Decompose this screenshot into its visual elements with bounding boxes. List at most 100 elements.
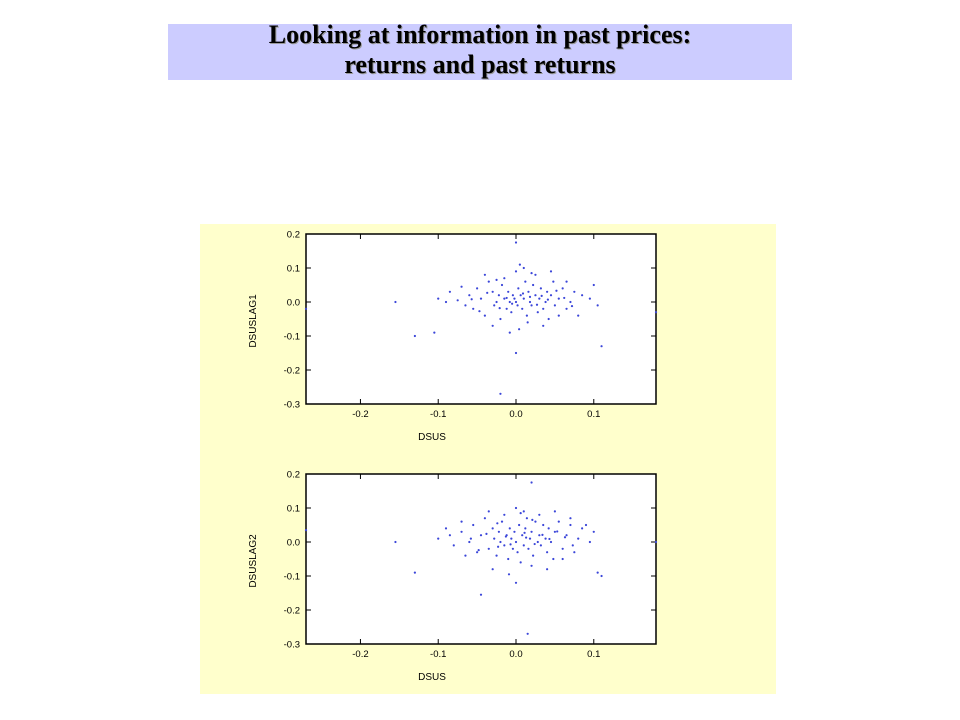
- scatter-point: [539, 544, 542, 547]
- scatter-point: [487, 547, 490, 550]
- scatter-point: [584, 523, 588, 527]
- scatter-point: [553, 510, 556, 513]
- scatter-point: [553, 530, 556, 533]
- scatter-point: [569, 523, 572, 527]
- scatter-point: [514, 506, 518, 510]
- plot-frame: [305, 233, 657, 405]
- scatter-point: [497, 530, 500, 533]
- slide-title-line-2: returns and past returns: [344, 50, 616, 79]
- scatter-point: [565, 307, 568, 310]
- x-axis-label: DSUS: [418, 432, 446, 443]
- scatter-point: [500, 283, 504, 287]
- scatter-point: [600, 345, 603, 348]
- scatter-point: [544, 300, 547, 304]
- scatter-point: [519, 561, 522, 564]
- scatter-point: [547, 527, 550, 530]
- y-tick-label: -0.2: [284, 366, 300, 377]
- scatter-point: [491, 324, 494, 327]
- scatter-charts: 0.2 0.1 0.0 -0.1 -0.2 -0.3 -0.2 -0.1 0.0 0.1 DSUS D…: [248, 230, 658, 683]
- scatter-point: [514, 300, 518, 304]
- scatter-point: [514, 351, 518, 355]
- scatter-point: [549, 270, 553, 273]
- plot-frame: [305, 473, 657, 645]
- scatter-point: [531, 518, 534, 521]
- x-tick-label: -0.2: [352, 409, 368, 420]
- scatter-point: [444, 300, 448, 304]
- scatter-point: [569, 300, 572, 304]
- scatter-point: [518, 523, 521, 527]
- scatter-point: [472, 523, 475, 527]
- scatter-point: [538, 513, 541, 516]
- scatter-point: [536, 311, 539, 314]
- scatter-point: [444, 527, 448, 530]
- scatter-point: [511, 302, 514, 305]
- scatter-point: [528, 300, 532, 304]
- scatter-point: [456, 299, 459, 302]
- scatter-point: [530, 564, 533, 567]
- y-axis-label: DSUSLAG1: [248, 294, 259, 348]
- scatter-point: [544, 537, 547, 540]
- scatter-point: [469, 537, 472, 540]
- scatter-point: [561, 547, 564, 550]
- scatter-point: [508, 331, 511, 334]
- scatter-point: [514, 581, 518, 584]
- scatter-point: [542, 307, 545, 310]
- y-tick-label: 0.0: [287, 538, 300, 549]
- scatter-point: [548, 537, 551, 541]
- scatter-point: [483, 273, 486, 276]
- scatter-point: [518, 328, 521, 331]
- scatter-point: [514, 241, 518, 244]
- scatter-point: [487, 510, 490, 513]
- scatter-point: [542, 523, 545, 527]
- scatter-point: [546, 298, 549, 301]
- slide-title-line-1: Looking at information in past prices:: [268, 20, 692, 49]
- scatter-point: [479, 534, 483, 537]
- scatter-point: [514, 540, 518, 544]
- scatter-point: [460, 520, 463, 523]
- scatter-point: [493, 304, 496, 307]
- scatter-point: [524, 280, 527, 283]
- scatter-point: [468, 294, 471, 297]
- scatter-point: [497, 294, 500, 297]
- scatter-point: [588, 297, 591, 300]
- scatter-point: [479, 593, 483, 596]
- scatter-point: [476, 551, 479, 554]
- scatter-point: [525, 536, 528, 539]
- scatter-point: [504, 535, 507, 538]
- scatter-point: [511, 547, 514, 550]
- scatter-point: [460, 285, 463, 288]
- scatter-point: [570, 304, 574, 308]
- scatter-point: [563, 536, 567, 539]
- scatter-point: [528, 537, 532, 540]
- x-tick-label: 0.0: [509, 409, 522, 420]
- scatter-point: [561, 557, 564, 561]
- scatter-point: [534, 273, 537, 276]
- scatter-point: [555, 289, 558, 292]
- y-tick-label: 0.1: [287, 264, 300, 275]
- scatter-point: [511, 294, 514, 297]
- scatter-point: [525, 314, 528, 317]
- scatter-point: [496, 522, 499, 525]
- scatter-point: [557, 520, 560, 523]
- scatter-point: [557, 314, 560, 317]
- x-axis-label: DSUS: [418, 672, 446, 683]
- scatter-point: [534, 520, 537, 523]
- scatter-point: [530, 530, 533, 533]
- x-tick-label: 0.0: [509, 649, 522, 660]
- scatter-point: [472, 307, 475, 310]
- scatter-point: [477, 549, 480, 552]
- scatter-point: [654, 311, 658, 314]
- scatter-point: [483, 517, 486, 520]
- scatter-point: [600, 574, 603, 578]
- scatter-point: [513, 530, 516, 533]
- scatter-point: [476, 287, 479, 290]
- scatter-point: [505, 296, 508, 300]
- x-tick-label: -0.2: [352, 649, 368, 660]
- scatter-point: [592, 283, 595, 287]
- scatter-point: [552, 280, 555, 283]
- scatter-point: [507, 557, 510, 561]
- scatter-point: [486, 291, 489, 294]
- y-tick-label: 0.2: [287, 230, 300, 241]
- scatter-point: [491, 527, 494, 530]
- scatter-point: [464, 554, 467, 557]
